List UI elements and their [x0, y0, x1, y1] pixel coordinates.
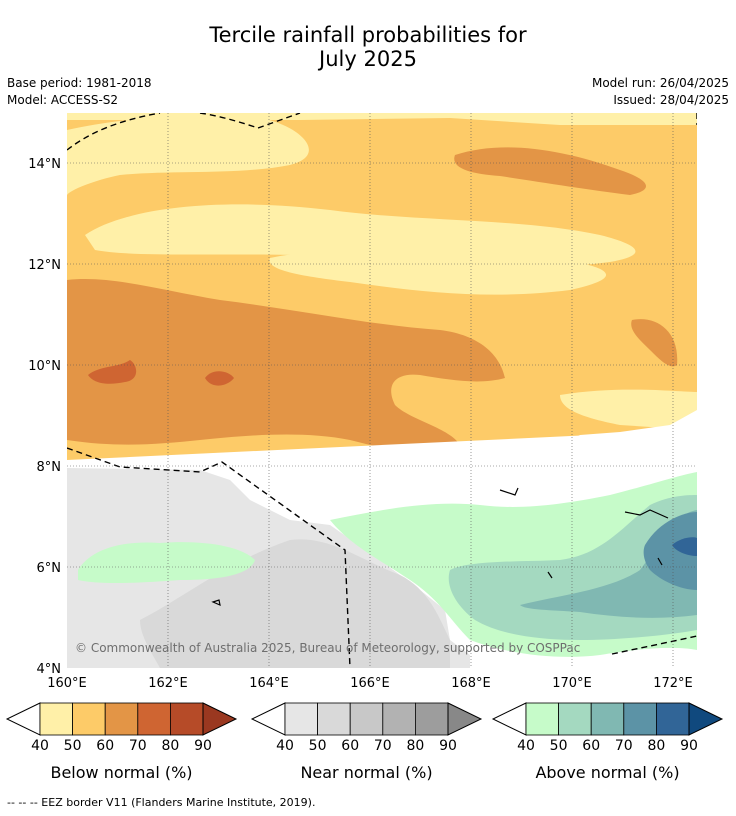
lat-label: 14°N	[28, 157, 61, 172]
colorbar-swatch	[382, 702, 416, 736]
colorbar-near: 40 50 60 70 80 90 Near normal (%)	[250, 702, 483, 782]
map-gridlines	[67, 113, 697, 668]
colorbar-tick-label: 80	[161, 738, 179, 754]
colorbar-tick-label: 70	[615, 738, 633, 754]
model-text: Model: ACCESS-S2	[7, 93, 119, 107]
colorbar-swatch	[284, 702, 318, 736]
lat-label: 12°N	[28, 258, 61, 273]
lon-label: 168°E	[451, 676, 491, 691]
colorbar-tick-label: 50	[64, 738, 82, 754]
colorbar-tick-label: 90	[680, 738, 698, 754]
colorbar-swatch	[525, 702, 559, 736]
base-period-text: Base period: 1981-2018	[7, 76, 152, 90]
colorbar-tick-label: 80	[647, 738, 665, 754]
colorbar-title: Above normal (%)	[535, 763, 679, 782]
colorbar-tick-label: 50	[309, 738, 327, 754]
eez-border-lines	[67, 113, 697, 668]
colorbar-tick-label: 90	[439, 738, 457, 754]
lat-label: 8°N	[37, 460, 62, 475]
colorbar-swatch	[104, 702, 139, 736]
lon-label: 170°E	[552, 676, 592, 691]
colorbar-over-triangle	[202, 702, 238, 736]
colorbar-title: Near normal (%)	[300, 763, 432, 782]
rainfall-probability-field	[67, 113, 697, 668]
map-title-line-2: July 2025	[319, 47, 417, 71]
colorbar-swatch	[656, 702, 690, 736]
lon-label: 164°E	[249, 676, 289, 691]
colorbar-swatch	[169, 702, 204, 736]
island-outlines	[211, 487, 669, 607]
colorbar-swatch	[414, 702, 449, 736]
colorbar-title: Below normal (%)	[50, 763, 192, 782]
colorbar-tick-label: 40	[517, 738, 535, 754]
model-run-text: Model run: 26/04/2025	[591, 76, 729, 90]
colorbar-over-triangle	[447, 702, 483, 736]
lon-label: 160°E	[47, 676, 87, 691]
lon-label: 166°E	[350, 676, 390, 691]
colorbar-over-triangle	[688, 702, 724, 736]
colorbar-tick-label: 40	[276, 738, 294, 754]
colorbar-swatch	[349, 702, 384, 736]
longitude-labels: 160°E 162°E 164°E 166°E 168°E 170°E 172°…	[47, 676, 693, 691]
colorbar-swatch	[317, 702, 351, 736]
lat-label: 4°N	[37, 662, 62, 677]
colorbar-tick-label: 60	[96, 738, 114, 754]
colorbar-swatch	[590, 702, 625, 736]
colorbar-under-triangle	[250, 702, 286, 736]
colorbar-swatch	[72, 702, 106, 736]
colorbar-tick-label: 80	[406, 738, 424, 754]
colorbar-tick-label: 70	[129, 738, 147, 754]
map-title-line-1: Tercile rainfall probabilities for	[209, 23, 527, 47]
lat-label: 6°N	[37, 561, 62, 576]
colorbar-tick-label: 60	[582, 738, 600, 754]
colorbar-under-triangle	[5, 702, 41, 736]
lon-label: 162°E	[148, 676, 188, 691]
copyright-text: © Commonwealth of Australia 2025, Bureau…	[75, 641, 580, 655]
lat-label: 10°N	[28, 359, 61, 374]
colorbar-swatch	[623, 702, 657, 736]
issued-text: Issued: 28/04/2025	[613, 93, 729, 107]
colorbar-under-triangle	[491, 702, 527, 736]
colorbar-tick-label: 90	[194, 738, 212, 754]
colorbar-tick-label: 40	[31, 738, 49, 754]
colorbar-tick-label: 60	[341, 738, 359, 754]
eez-footnote: -- -- -- EEZ border V11 (Flanders Marine…	[7, 796, 316, 809]
lon-label: 172°E	[653, 676, 693, 691]
latitude-labels: 14°N 12°N 10°N 8°N 6°N 4°N	[28, 157, 61, 677]
colorbar-tick-label: 50	[550, 738, 568, 754]
colorbar-swatch	[39, 702, 73, 736]
colorbar-tick-label: 70	[374, 738, 392, 754]
colorbar-swatch	[137, 702, 171, 736]
colorbar-swatch	[558, 702, 592, 736]
